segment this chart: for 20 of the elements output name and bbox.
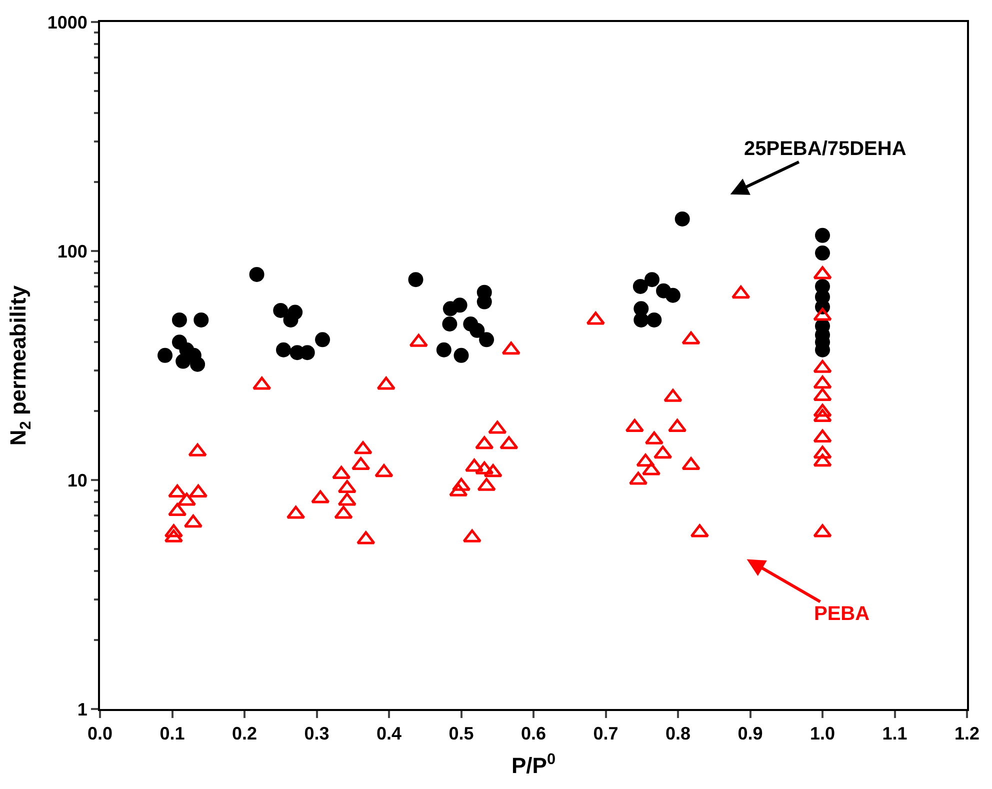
y-tick-label: 1000 <box>47 12 88 32</box>
x-tick-label: 0.4 <box>376 724 402 744</box>
x-tick-label: 0.8 <box>665 724 691 744</box>
x-tick-label: 0.2 <box>232 724 258 744</box>
y-tick-label: 1 <box>77 699 88 720</box>
x-tick-label: 0.0 <box>87 724 113 744</box>
x-tick-label: 0.1 <box>160 724 185 744</box>
x-tick-label: 0.3 <box>304 724 330 744</box>
x-tick-label: 1.1 <box>882 724 908 744</box>
x-tick-label: 0.5 <box>448 724 474 744</box>
annotation: 25PEBA/75DEHA <box>744 138 906 160</box>
y-tick-label: 10 <box>67 470 88 490</box>
x-tick-label: 0.7 <box>593 724 618 744</box>
x-tick-label: 1.0 <box>810 724 836 744</box>
annotation: PEBA <box>814 603 870 625</box>
x-tick-label: 0.6 <box>520 724 546 744</box>
x-tick-label: 0.9 <box>738 724 763 744</box>
x-tick-label: 1.2 <box>954 724 980 744</box>
y-tick-label: 100 <box>57 241 88 262</box>
x-axis-title: P/P$^{0}$ <box>511 750 556 778</box>
